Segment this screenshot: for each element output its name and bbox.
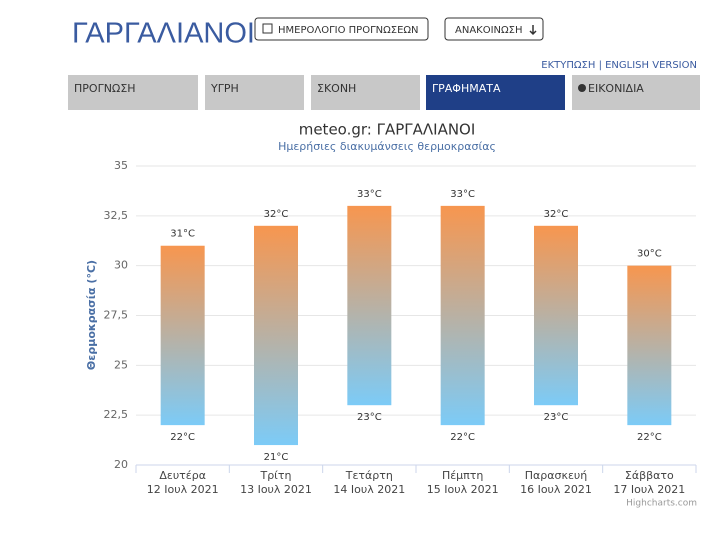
y-tick-label: 30 [114, 259, 128, 272]
low-label: 23°C [544, 412, 569, 423]
range-bar [627, 265, 672, 426]
calendar-button[interactable] [254, 17, 429, 41]
high-label: 33°C [450, 189, 475, 200]
x-tick-label: 14 Ιουλ 2021 [333, 483, 405, 496]
calendar-icon [262, 23, 273, 34]
range-bar [534, 225, 578, 406]
print-links[interactable]: ΕΚΤΥΠΩΣΗ | ENGLISH VERSION [541, 60, 697, 71]
low-label: 21°C [264, 452, 289, 463]
page-title: ΓΑΡΓΑΛΙΑΝΟΙ [72, 18, 255, 50]
tab-label: ΕΙΚΟΝΙΔΙΑ [588, 82, 644, 95]
x-tick-label: 17 Ιουλ 2021 [613, 483, 685, 496]
x-tick-label: Δευτέρα [159, 469, 206, 482]
y-tick-label: 35 [114, 159, 128, 172]
tab-label: ΓΡΑΦΗΜΑΤΑ [432, 82, 501, 95]
x-tick-label: 12 Ιουλ 2021 [147, 483, 219, 496]
low-label: 22°C [450, 432, 475, 443]
tab[interactable] [311, 75, 420, 110]
x-tick-label: Τετάρτη [345, 469, 393, 482]
y-tick-label: 25 [114, 358, 128, 371]
calendar-button-label: ΗΜΕΡΟΛΟΓΙΟ ΠΡΟΓΝΩΣΕΩΝ [278, 25, 419, 36]
range-bar [160, 245, 205, 426]
high-label: 33°C [357, 189, 382, 200]
announcement-button-label: ΑΝΑΚΟΙΝΩΣΗ [455, 25, 523, 36]
x-tick-label: 15 Ιουλ 2021 [427, 483, 499, 496]
x-tick-label: Τρίτη [259, 469, 291, 482]
x-tick-label: 16 Ιουλ 2021 [520, 483, 592, 496]
arrow-icon [529, 25, 537, 36]
tab-label: ΥΓΡΗ [210, 82, 239, 95]
low-label: 22°C [170, 432, 195, 443]
announcement-button[interactable] [444, 17, 544, 41]
x-tick-label: Παρασκευή [525, 469, 588, 482]
x-tick-label: Πέμπτη [442, 469, 483, 482]
high-label: 32°C [264, 209, 289, 220]
tab[interactable] [68, 75, 198, 110]
chart-title: meteo.gr: ΓΑΡΓΑΛΙΑΝΟΙ [299, 121, 476, 139]
range-bar [440, 205, 485, 426]
low-label: 22°C [637, 432, 662, 443]
tab-label: ΠΡΟΓΝΩΣΗ [74, 82, 136, 95]
x-tick-label: Σάββατο [625, 469, 674, 482]
y-tick-label: 20 [114, 458, 128, 471]
y-tick-label: 32,5 [104, 209, 129, 222]
high-label: 31°C [170, 229, 195, 240]
y-tick-label: 22,5 [104, 408, 129, 421]
high-label: 30°C [637, 249, 662, 260]
gear-icon [578, 84, 586, 92]
tab[interactable] [205, 75, 304, 110]
low-label: 23°C [357, 412, 382, 423]
y-axis-label: Θερμοκρασία (°C) [85, 260, 98, 370]
tab-label: ΣΚΟΝΗ [317, 82, 356, 95]
y-tick-label: 27,5 [104, 309, 129, 322]
range-bar [254, 225, 298, 446]
range-bar [347, 205, 392, 406]
credits[interactable]: Highcharts.com [626, 499, 697, 509]
x-tick-label: 13 Ιουλ 2021 [240, 483, 312, 496]
tab[interactable] [572, 75, 700, 110]
chart-subtitle: Ημερήσιες διακυμάνσεις θερμοκρασίας [278, 140, 496, 153]
high-label: 32°C [544, 209, 569, 220]
tab[interactable] [426, 75, 565, 110]
